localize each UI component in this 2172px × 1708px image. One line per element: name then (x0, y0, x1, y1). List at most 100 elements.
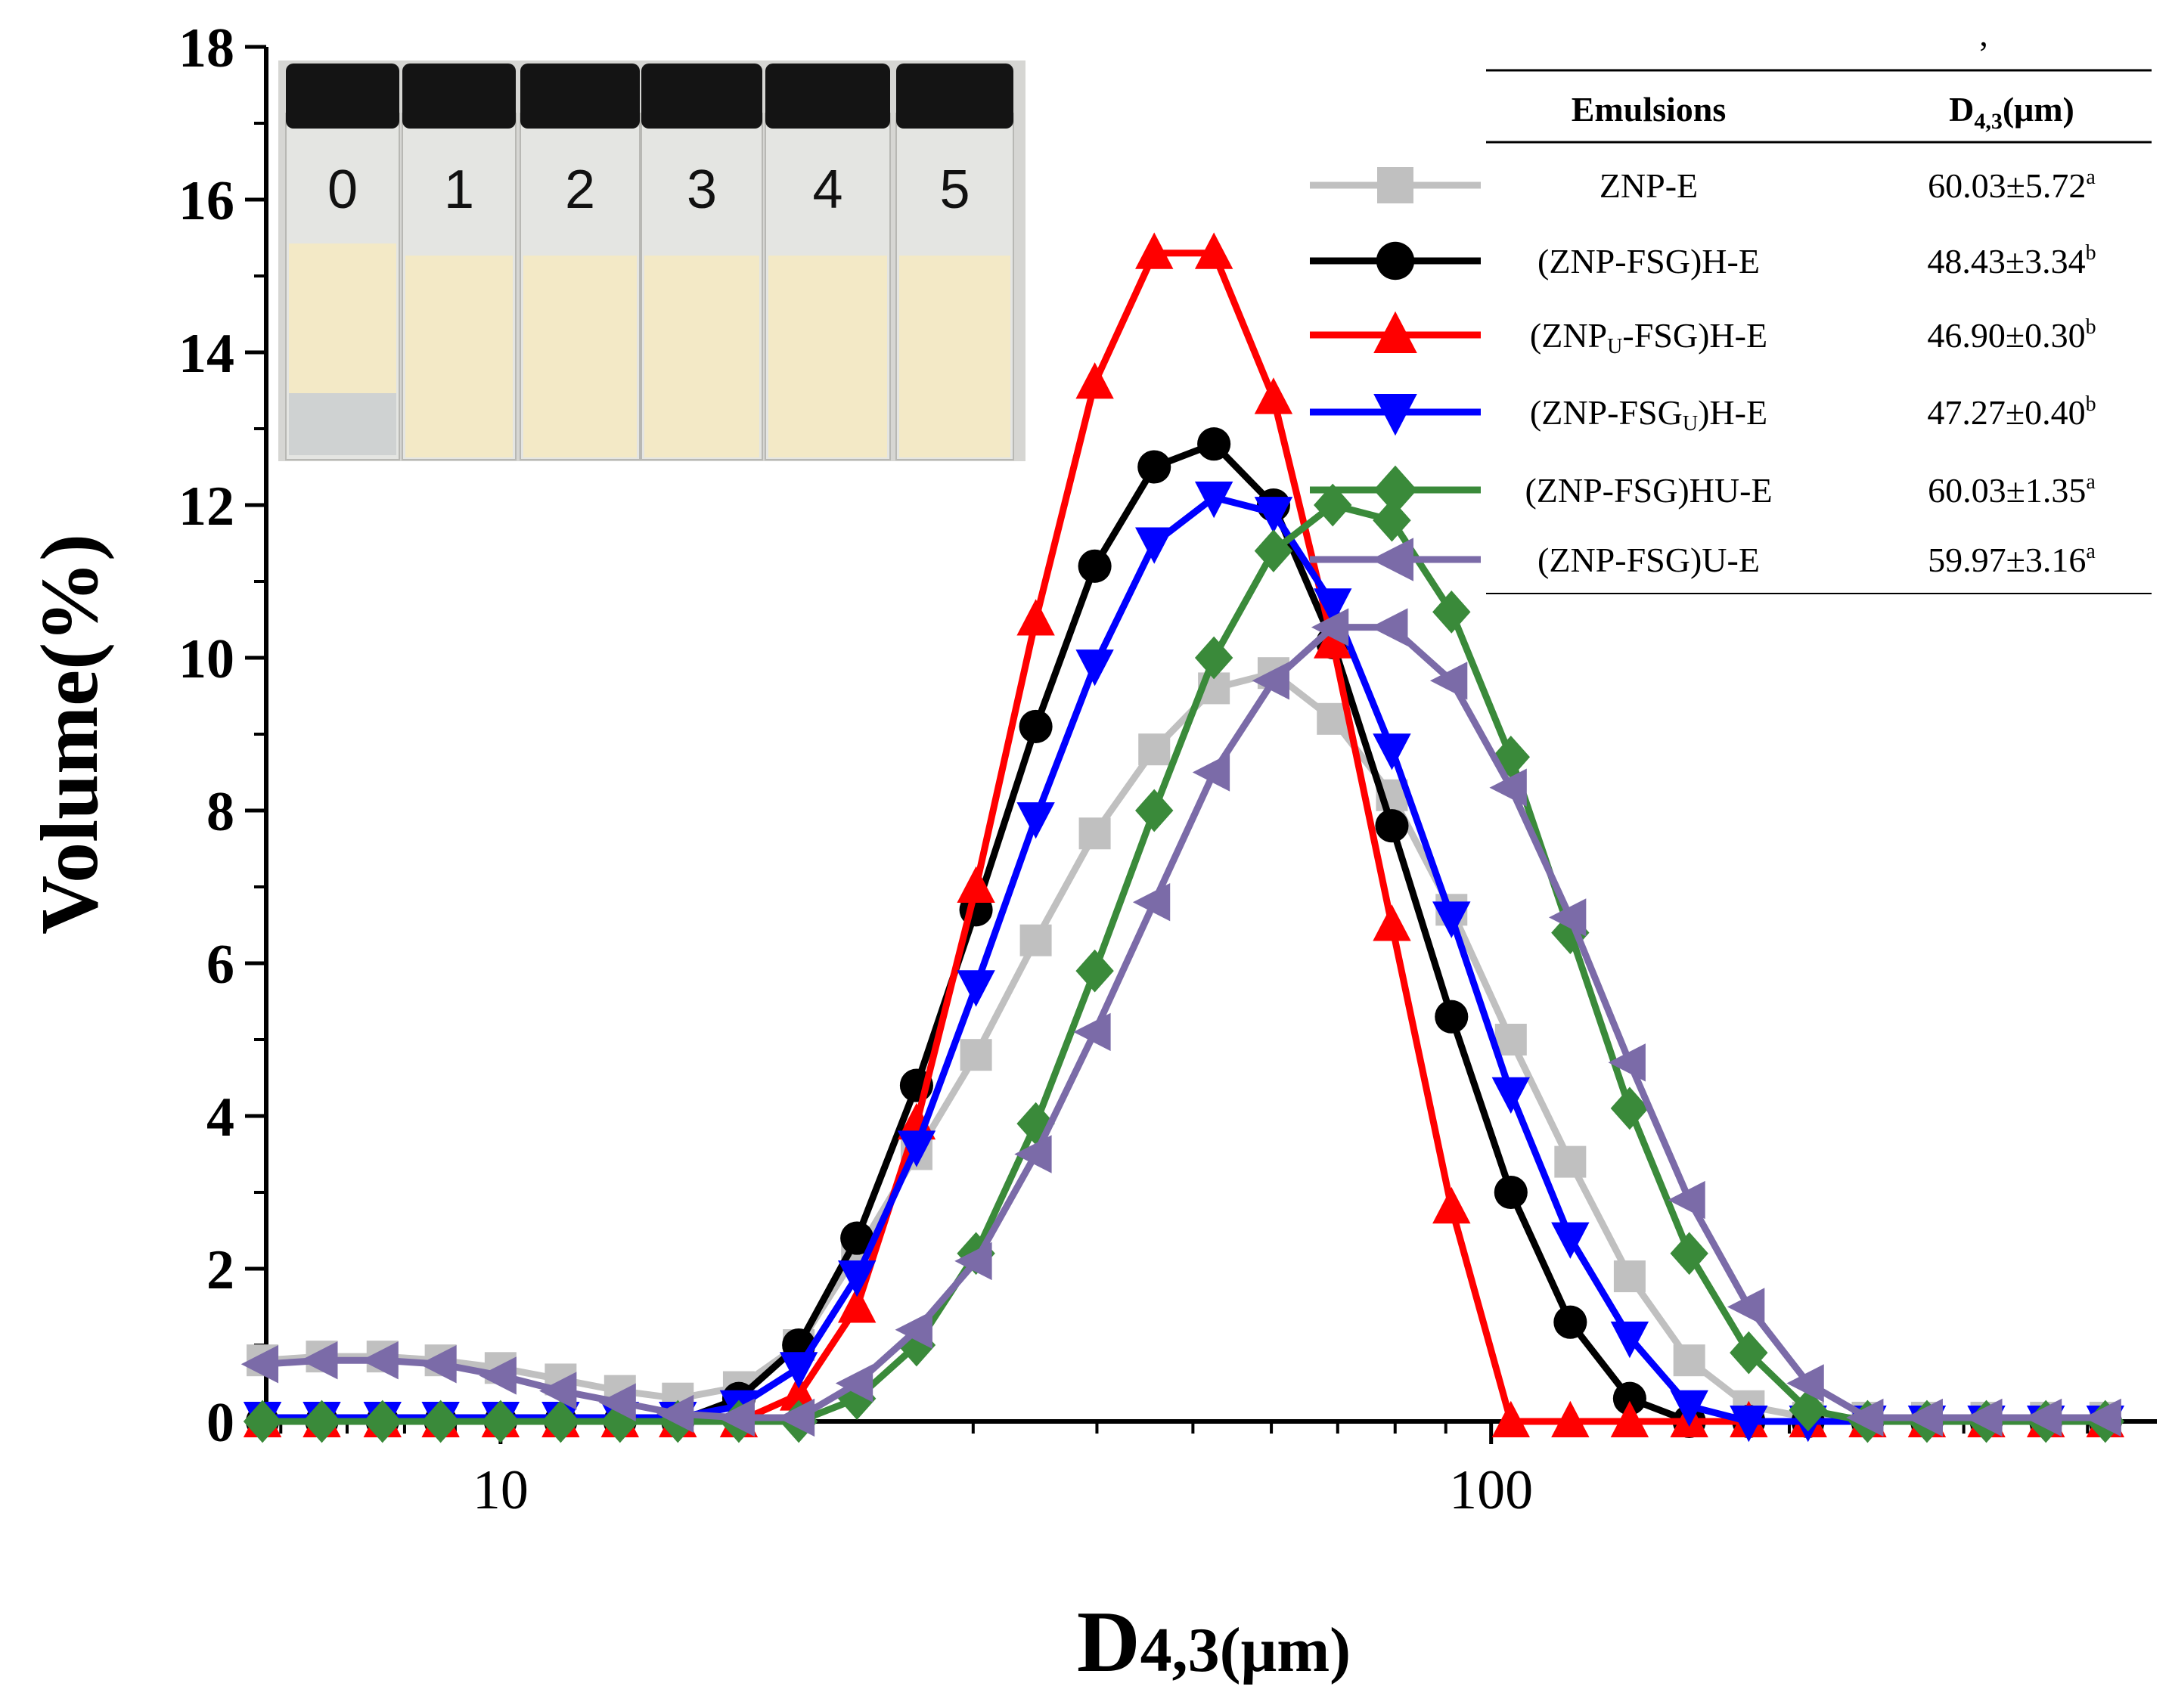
data-point-marker (1429, 662, 1468, 700)
legend-d43-number: 46.90±0.30 (1927, 316, 2085, 355)
data-point-marker (1194, 232, 1233, 269)
y-tick-label: 14 (178, 323, 234, 385)
legend-rows: ZNP-E 60.03±5.72a(ZNP-FSG)H-E 48.43±3.34b(… (1310, 166, 2096, 581)
data-point-marker (1254, 529, 1293, 572)
legend-series-label: ZNP-E (1600, 166, 1698, 205)
data-point-marker (1075, 949, 1114, 993)
legend-label-subscript: U (1683, 412, 1698, 436)
legend-header-d43-sub: 4,3 (1974, 109, 2003, 134)
data-point-marker (1137, 450, 1171, 484)
data-point-marker (957, 970, 995, 1007)
data-point-marker (1610, 1400, 1649, 1437)
data-point-marker (1965, 1398, 2003, 1437)
y-ticks: 0 2 4 6 8 10 12 14 16 18 (178, 17, 266, 1454)
vial-cap (286, 64, 399, 129)
legend-d43-significance: a (2086, 540, 2096, 563)
legend-d43-value: 60.03±5.72a (1928, 166, 2096, 205)
y-tick-label: 2 (206, 1239, 234, 1301)
data-point-marker (1016, 599, 1055, 636)
data-point-marker (1494, 1175, 1528, 1210)
legend-d43-significance: a (2086, 470, 2096, 494)
data-point-marker (421, 1400, 460, 1443)
data-point-marker (1314, 622, 1352, 659)
data-point-marker (1019, 924, 1052, 956)
data-point-marker (479, 1356, 517, 1395)
data-point-marker (1668, 1180, 1705, 1220)
vial-cap (402, 64, 516, 129)
legend-d43-value: 48.43±3.34b (1927, 241, 2096, 281)
legend-row: (ZNPU-FSG)H-E 46.90±0.30b (1310, 311, 2096, 358)
vial-emulsion-layer (405, 256, 513, 457)
data-point-marker (1846, 1398, 1884, 1437)
legend-series-label: (ZNP-FSG)HU-E (1525, 471, 1772, 510)
legend-series-label: (ZNP-FSG)H-E (1537, 242, 1760, 281)
data-point-marker (243, 1400, 282, 1443)
data-point-marker (539, 1372, 577, 1410)
series-line (262, 624, 2105, 1421)
data-point-marker (777, 1398, 815, 1437)
series--znp-fsg-h-e (246, 427, 2122, 1439)
legend-d43-value: 59.97±3.16a (1928, 540, 2096, 579)
y-axis-title: Volume(%) (25, 534, 115, 935)
legend-row: (ZNP-FSG)H-E 48.43±3.34b (1310, 241, 2096, 281)
data-point-marker (1135, 789, 1174, 832)
data-point-marker (1613, 1260, 1646, 1293)
x-axis-title-main: D (1077, 1594, 1140, 1691)
data-point-marker (1314, 588, 1352, 625)
data-point-marker (1373, 733, 1411, 770)
data-point-marker (895, 1310, 932, 1349)
data-point-marker (1670, 1390, 1708, 1427)
legend-label-subscript: U (1607, 335, 1622, 358)
y-tick-label: 18 (178, 17, 234, 79)
data-point-marker (1730, 1406, 1768, 1443)
data-point-marker (1554, 1145, 1587, 1178)
data-point-marker (1019, 709, 1053, 743)
data-point-marker (1612, 1381, 1646, 1415)
series-layer (240, 232, 2125, 1443)
legend-row: ZNP-E 60.03±5.72a (1310, 166, 2096, 205)
data-point-marker (840, 1221, 874, 1255)
vial-cap (896, 64, 1013, 129)
data-point-marker (1786, 1364, 1824, 1403)
data-point-marker (1551, 1222, 1590, 1259)
legend-label-part: )H-E (1698, 393, 1767, 432)
x-tick-label: 10 (473, 1459, 529, 1521)
vial-emulsion-layer (899, 256, 1010, 457)
data-point-marker (954, 1241, 992, 1281)
data-point-marker (598, 1383, 636, 1421)
data-point-marker (1435, 1000, 1469, 1034)
data-point-marker (1375, 809, 1409, 843)
data-point-marker (1311, 608, 1349, 646)
data-point-marker (837, 1260, 877, 1297)
data-point-marker (1548, 898, 1587, 937)
data-point-marker (779, 1352, 818, 1389)
series--znp-fsg-u-e (240, 608, 2121, 1437)
x-ticks: 10 100 (279, 1421, 2090, 1521)
data-point-marker (1432, 591, 1471, 634)
data-point-marker (1553, 1305, 1587, 1339)
data-point-marker (1314, 483, 1352, 527)
legend-d43-significance: b (2086, 315, 2096, 339)
vials-group: 0 1 2 3 4 5 (285, 64, 1014, 460)
data-point-marker (1673, 1344, 1705, 1377)
vial-cap (520, 64, 640, 129)
data-point-marker (363, 1400, 402, 1443)
series-line (262, 440, 2105, 1425)
y-tick-label: 8 (206, 781, 234, 843)
data-point-marker (1194, 481, 1233, 519)
legend-header-d43: D4,3(μm) (1949, 90, 2074, 134)
data-point-marker (1252, 662, 1289, 700)
data-point-marker (1135, 527, 1174, 564)
data-point-marker (1192, 753, 1230, 792)
data-point-marker (2084, 1398, 2121, 1437)
legend-d43-significance: a (2086, 166, 2096, 189)
x-tick-label: 100 (1449, 1459, 1533, 1521)
data-point-marker (1373, 394, 1417, 436)
x-axis-title-sub: 4,3 (1140, 1615, 1220, 1685)
data-point-marker (656, 1394, 694, 1434)
x-axis-title: D4,3(μm) (1077, 1594, 1351, 1691)
data-point-marker (1494, 1024, 1527, 1055)
vial-emulsion-layer (644, 256, 759, 457)
legend-series-label: (ZNP-FSG)U-E (1537, 541, 1760, 579)
data-point-marker (1197, 427, 1231, 461)
